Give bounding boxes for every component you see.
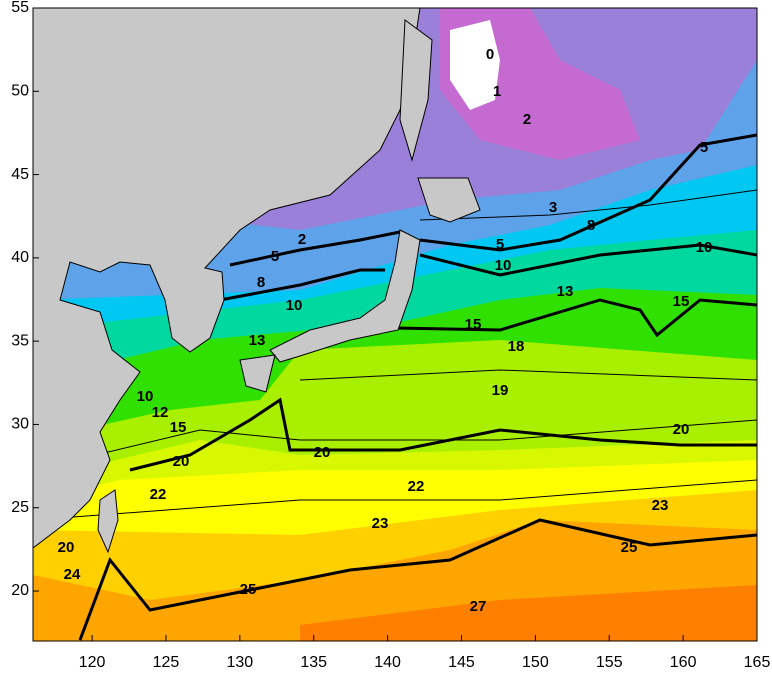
contour-label: 12 xyxy=(152,404,169,421)
contour-label: 5 xyxy=(496,236,504,253)
contour-label: 20 xyxy=(173,453,190,470)
y-tick-label: 25 xyxy=(11,499,29,516)
contour-label: 10 xyxy=(286,297,303,314)
contour-label: 10 xyxy=(495,257,512,274)
island xyxy=(239,354,276,393)
contour-label: 10 xyxy=(696,239,713,256)
land xyxy=(33,8,481,554)
contour-label: 23 xyxy=(372,515,389,532)
contour-25 xyxy=(78,518,757,641)
contour-10 xyxy=(419,243,757,277)
contour-label: 15 xyxy=(465,316,482,333)
contour xyxy=(33,419,757,471)
contour xyxy=(299,369,757,381)
contour-label: 8 xyxy=(257,274,265,291)
contour-label: 1 xyxy=(493,83,501,100)
contour-label: 23 xyxy=(652,497,669,514)
contour-label: 8 xyxy=(587,217,595,234)
contour-label: 20 xyxy=(673,421,690,438)
plot-frame xyxy=(32,7,758,642)
y-tick-label: 45 xyxy=(11,166,29,183)
contour-label: 25 xyxy=(621,539,638,556)
ice xyxy=(450,20,500,110)
contour-label: 20 xyxy=(58,539,75,556)
contour-label: 22 xyxy=(150,486,167,503)
contour xyxy=(33,479,757,521)
contour-label: 13 xyxy=(557,283,574,300)
x-tick-label: 135 xyxy=(300,654,327,671)
contour-label: 15 xyxy=(673,293,690,310)
contour-20 xyxy=(129,397,757,472)
x-tick-label: 150 xyxy=(522,654,549,671)
band xyxy=(300,585,757,641)
continent xyxy=(33,8,421,549)
y-tick-label: 40 xyxy=(11,249,29,266)
contour-5 xyxy=(229,230,401,267)
contour-label: 13 xyxy=(249,332,266,349)
contour-10 xyxy=(219,268,385,302)
contour-label: 27 xyxy=(470,598,487,615)
temperature-field xyxy=(33,8,757,641)
contour-label: 3 xyxy=(549,199,557,216)
y-tick-label: 55 xyxy=(11,0,29,16)
contour-label: 2 xyxy=(298,231,306,248)
y-tick-label: 35 xyxy=(11,332,29,349)
y-tick-label: 20 xyxy=(11,582,29,599)
y-tick-label: 30 xyxy=(11,416,29,433)
contour-label: 25 xyxy=(240,581,257,598)
contour-label: 15 xyxy=(170,419,187,436)
x-tick-label: 160 xyxy=(670,654,697,671)
x-tick-label: 125 xyxy=(153,654,180,671)
island xyxy=(417,177,481,223)
contour-label: 5 xyxy=(700,139,708,156)
x-tick-label: 155 xyxy=(596,654,623,671)
contour-label: 18 xyxy=(508,338,525,355)
island xyxy=(97,489,119,554)
contour-label: 5 xyxy=(271,248,279,265)
contour-5 xyxy=(419,133,757,252)
y-tick-label: 50 xyxy=(11,83,29,100)
contour-label: 2 xyxy=(523,111,531,128)
x-tick-label: 165 xyxy=(744,654,771,671)
contour xyxy=(419,189,757,221)
contour-label: 10 xyxy=(137,388,154,405)
island xyxy=(399,19,433,162)
contour-label: 24 xyxy=(64,566,81,583)
contour-label: 19 xyxy=(492,382,509,399)
x-tick-label: 145 xyxy=(448,654,475,671)
island xyxy=(269,229,421,363)
contour-label: 0 xyxy=(486,46,494,63)
contour-label: 20 xyxy=(314,444,331,461)
contour-label: 22 xyxy=(408,478,425,495)
contour-15 xyxy=(394,298,757,338)
x-tick-label: 140 xyxy=(374,654,401,671)
x-tick-label: 120 xyxy=(79,654,106,671)
x-tick-label: 130 xyxy=(227,654,254,671)
